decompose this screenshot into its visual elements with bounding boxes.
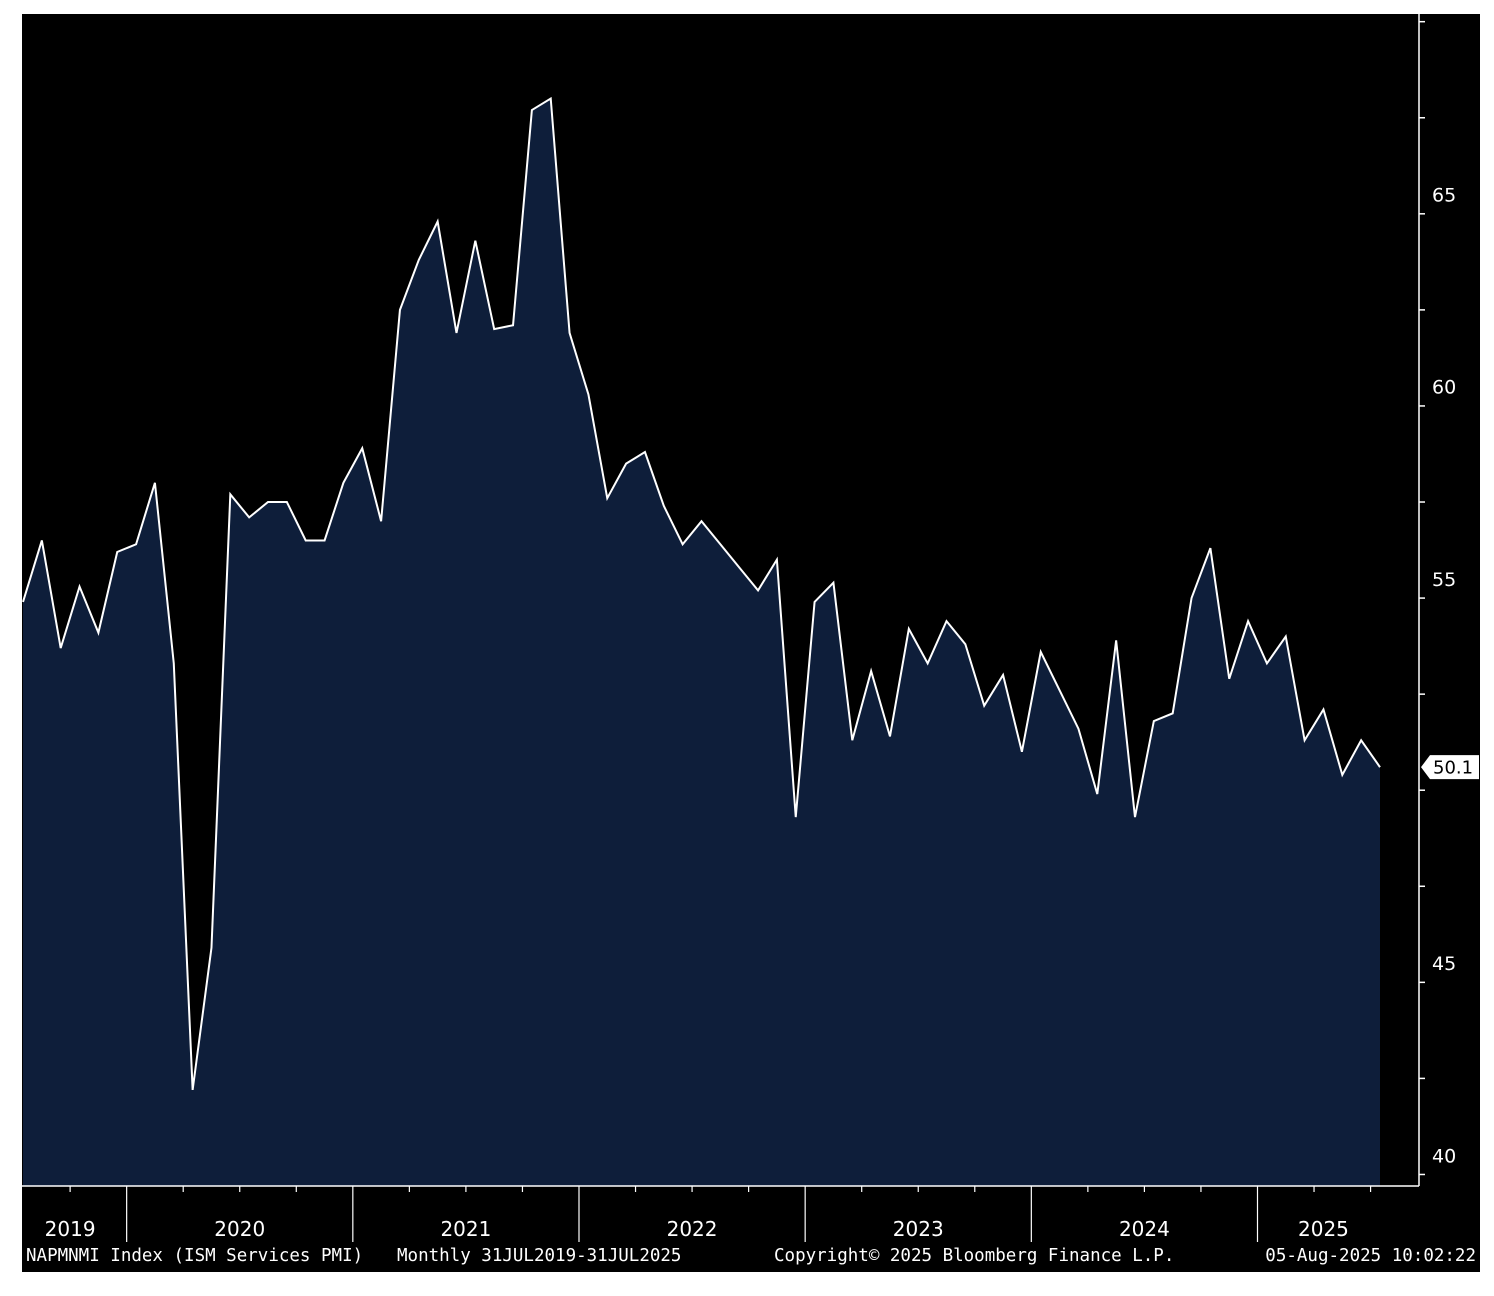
data-point bbox=[738, 566, 740, 568]
data-point bbox=[625, 463, 627, 465]
data-point bbox=[1360, 739, 1362, 741]
data-point bbox=[870, 670, 872, 672]
data-point bbox=[569, 332, 571, 334]
data-point bbox=[851, 739, 853, 741]
data-point bbox=[1172, 712, 1174, 714]
data-point bbox=[60, 647, 62, 649]
data-point bbox=[173, 662, 175, 664]
data-point bbox=[1191, 597, 1193, 599]
x-year-label: 2025 bbox=[1298, 1217, 1349, 1241]
y-tick-label: 55 bbox=[1432, 569, 1456, 591]
data-point bbox=[719, 543, 721, 545]
series-line bbox=[22, 96, 1381, 1091]
data-point bbox=[908, 628, 910, 630]
data-point bbox=[1209, 547, 1211, 549]
data-point bbox=[1096, 793, 1098, 795]
area-fill bbox=[23, 98, 1380, 1186]
data-point bbox=[41, 539, 43, 541]
data-point bbox=[1021, 751, 1023, 753]
footer-range: Monthly 31JUL2019-31JUL2025 bbox=[397, 1246, 682, 1266]
x-year-label: 2019 bbox=[45, 1217, 96, 1241]
data-point bbox=[757, 589, 759, 591]
x-year-label: 2021 bbox=[440, 1217, 491, 1241]
data-point bbox=[1341, 774, 1343, 776]
data-point bbox=[776, 559, 778, 561]
y-tick-label: 60 bbox=[1432, 377, 1456, 399]
data-point bbox=[135, 543, 137, 545]
data-point bbox=[248, 516, 250, 518]
data-point bbox=[1134, 816, 1136, 818]
data-point bbox=[1077, 728, 1079, 730]
data-point bbox=[587, 393, 589, 395]
data-point bbox=[399, 309, 401, 311]
data-point bbox=[361, 447, 363, 449]
data-point bbox=[1002, 674, 1004, 676]
data-point bbox=[210, 947, 212, 949]
data-point bbox=[286, 501, 288, 503]
data-point bbox=[814, 601, 816, 603]
data-point bbox=[644, 451, 646, 453]
footer-copyright: Copyright© 2025 Bloomberg Finance L.P. bbox=[774, 1246, 1175, 1266]
data-point bbox=[964, 643, 966, 645]
data-point bbox=[663, 505, 665, 507]
y-tick-label: 65 bbox=[1432, 185, 1456, 207]
data-point bbox=[437, 221, 439, 223]
data-point bbox=[1322, 709, 1324, 711]
data-point bbox=[550, 98, 552, 100]
data-point bbox=[927, 662, 929, 664]
x-year-label: 2023 bbox=[893, 1217, 944, 1241]
data-point bbox=[606, 497, 608, 499]
data-point bbox=[154, 482, 156, 484]
x-year-label: 2022 bbox=[667, 1217, 718, 1241]
data-point bbox=[1247, 620, 1249, 622]
data-point bbox=[701, 520, 703, 522]
data-point bbox=[1115, 639, 1117, 641]
data-point bbox=[1285, 636, 1287, 638]
data-point bbox=[267, 501, 269, 503]
data-point bbox=[983, 705, 985, 707]
pmi-chart: 40 45 55 60 65 50.1 2019 2020 2021 2022 2023 2024 20… bbox=[22, 14, 1480, 1246]
last-value-label: 50.1 bbox=[1433, 758, 1473, 779]
data-point bbox=[229, 493, 231, 495]
data-point bbox=[1228, 678, 1230, 680]
data-point bbox=[1379, 766, 1381, 768]
data-point bbox=[493, 328, 495, 330]
y-tick-label: 40 bbox=[1432, 1145, 1456, 1167]
x-year-label: 2024 bbox=[1119, 1217, 1170, 1241]
data-point bbox=[832, 582, 834, 584]
data-point bbox=[474, 240, 476, 242]
data-point bbox=[1304, 739, 1306, 741]
data-point bbox=[455, 332, 457, 334]
footer-timestamp: 05-Aug-2025 10:02:22 bbox=[1265, 1246, 1476, 1266]
data-point bbox=[889, 735, 891, 737]
data-point bbox=[682, 543, 684, 545]
data-point bbox=[116, 551, 118, 553]
chart-footer: NAPMNMI Index (ISM Services PMI) Monthly… bbox=[22, 1246, 1480, 1270]
data-point bbox=[79, 586, 81, 588]
data-point bbox=[192, 1089, 194, 1091]
data-point bbox=[531, 109, 533, 111]
data-point bbox=[1266, 662, 1268, 664]
footer-ticker: NAPMNMI Index (ISM Services PMI) bbox=[26, 1246, 364, 1266]
data-point bbox=[1040, 651, 1042, 653]
data-point bbox=[380, 520, 382, 522]
data-point bbox=[342, 482, 344, 484]
data-point bbox=[418, 259, 420, 261]
data-point bbox=[1059, 689, 1061, 691]
data-point bbox=[946, 620, 948, 622]
last-value-tag bbox=[1421, 755, 1479, 780]
data-point bbox=[97, 632, 99, 634]
data-point bbox=[1153, 720, 1155, 722]
x-year-label: 2020 bbox=[214, 1217, 265, 1241]
data-point bbox=[512, 324, 514, 326]
data-point bbox=[795, 816, 797, 818]
y-tick-label: 45 bbox=[1432, 953, 1456, 975]
data-point bbox=[324, 539, 326, 541]
data-point bbox=[22, 601, 24, 603]
data-point bbox=[305, 539, 307, 541]
chart-frame: 40 45 55 60 65 50.1 2019 2020 2021 2022 2023 2024 20… bbox=[22, 14, 1480, 1272]
